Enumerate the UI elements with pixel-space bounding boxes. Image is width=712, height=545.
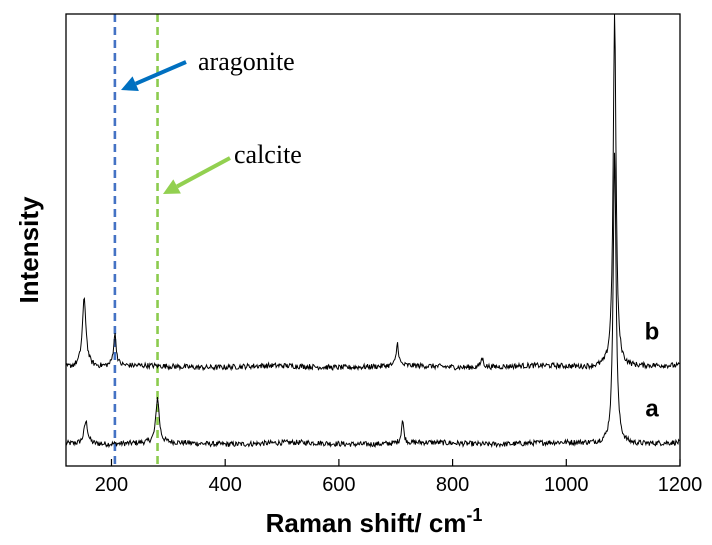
arrow-calcite: [176, 156, 231, 189]
annotation-calcite: calcite: [234, 140, 302, 169]
plot-frame: [65, 13, 681, 467]
series-tags: ab: [645, 318, 660, 422]
plot-border: [65, 13, 681, 467]
reference-lines: [113, 14, 159, 466]
y-axis-title: Intensity: [14, 196, 44, 303]
series-layer: [65, 13, 680, 449]
annotations: aragonite calcite: [121, 47, 302, 194]
x-axis-title: Raman shift/ cm-1: [266, 505, 483, 538]
x-tick-label: 800: [436, 474, 469, 496]
x-tick-label: 400: [208, 474, 241, 496]
x-tick-label: 600: [322, 474, 355, 496]
x-axis-ticks: 200 400 600 800 1000 1200: [95, 459, 702, 496]
x-tick-label: 200: [95, 474, 128, 496]
x-axis-title-superscript: -1: [466, 505, 482, 525]
series-line-b: [65, 13, 680, 372]
arrow-head-aragonite: [121, 76, 139, 92]
series-label-a: a: [645, 395, 659, 422]
series-label-b: b: [645, 318, 660, 345]
annotation-aragonite: aragonite: [198, 47, 295, 76]
x-tick-label: 1000: [544, 474, 589, 496]
series-line-a: [65, 152, 680, 449]
arrow-head-calcite: [163, 179, 181, 194]
arrow-aragonite: [134, 60, 187, 86]
x-tick-label: 1200: [658, 474, 703, 496]
